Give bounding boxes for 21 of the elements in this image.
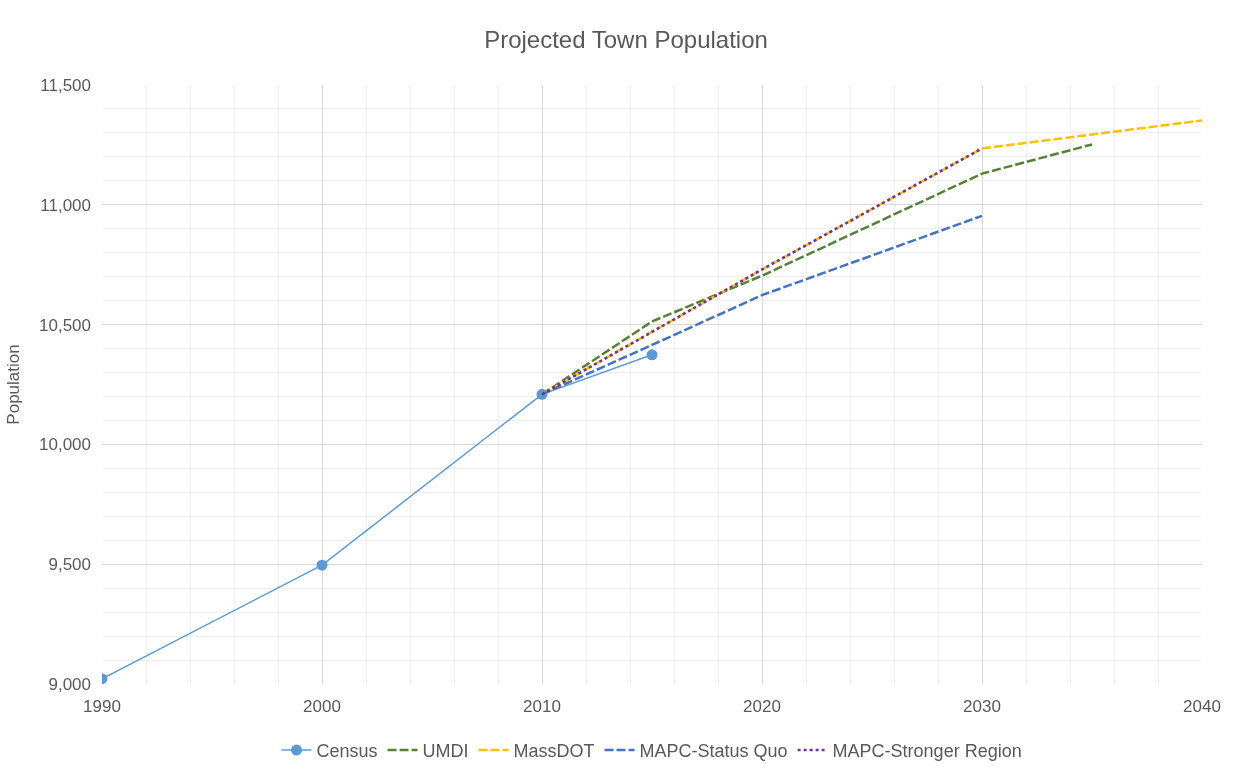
y-tick-label: 10,500: [39, 315, 91, 335]
point: [316, 559, 328, 571]
x-tick-label: 2000: [303, 697, 341, 716]
y-tick-label: 10,000: [39, 435, 91, 455]
x-tick-label: 1990: [83, 697, 121, 716]
x-tick-label: 2020: [743, 697, 781, 716]
y-tick-label: 11,000: [40, 195, 91, 215]
point: [646, 349, 658, 361]
x-tick-label: 2040: [1183, 697, 1221, 716]
legend-label: UMDI: [422, 741, 469, 762]
x-tick-label: 2030: [963, 697, 1001, 716]
chart-title: Projected Town Population: [484, 26, 768, 54]
legend-label: MassDOT: [513, 741, 595, 762]
y-tick-label: 9,000: [48, 674, 91, 694]
legend-label: MAPC-Stronger Region: [832, 741, 1022, 762]
legend-label: MAPC-Status Quo: [639, 741, 788, 762]
x-tick-label: 2010: [523, 697, 561, 716]
y-axis-title: Population: [3, 344, 23, 425]
y-tick-label: 11,500: [40, 75, 91, 95]
legend-label: Census: [316, 741, 378, 762]
y-tick-label: 9,500: [48, 555, 91, 575]
